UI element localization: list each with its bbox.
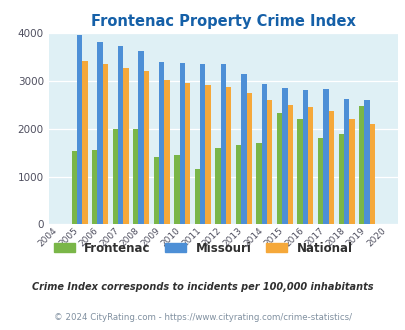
Bar: [194, 169, 200, 224]
Bar: [235, 145, 241, 224]
Title: Frontenac Property Crime Index: Frontenac Property Crime Index: [91, 14, 355, 29]
Bar: [117, 47, 123, 224]
Bar: [184, 83, 190, 224]
Bar: [215, 148, 220, 224]
Bar: [112, 129, 117, 224]
Bar: [174, 154, 179, 224]
Bar: [369, 124, 374, 224]
Bar: [276, 113, 281, 224]
Bar: [287, 105, 292, 224]
Bar: [133, 129, 138, 224]
Bar: [153, 157, 159, 224]
Text: © 2024 CityRating.com - https://www.cityrating.com/crime-statistics/: © 2024 CityRating.com - https://www.city…: [54, 313, 351, 322]
Bar: [358, 106, 364, 224]
Bar: [343, 99, 348, 224]
Bar: [261, 84, 266, 224]
Bar: [179, 63, 184, 224]
Bar: [138, 51, 143, 224]
Bar: [328, 112, 333, 224]
Bar: [159, 62, 164, 224]
Bar: [307, 107, 313, 224]
Bar: [77, 35, 82, 224]
Bar: [302, 90, 307, 224]
Bar: [281, 87, 287, 224]
Bar: [266, 100, 272, 224]
Bar: [205, 85, 210, 224]
Bar: [71, 151, 77, 224]
Text: Crime Index corresponds to incidents per 100,000 inhabitants: Crime Index corresponds to incidents per…: [32, 282, 373, 292]
Bar: [297, 119, 302, 224]
Legend: Frontenac, Missouri, National: Frontenac, Missouri, National: [49, 237, 356, 259]
Bar: [97, 42, 102, 224]
Bar: [338, 134, 343, 224]
Bar: [200, 64, 205, 224]
Bar: [348, 119, 354, 224]
Bar: [82, 61, 87, 224]
Bar: [256, 143, 261, 224]
Bar: [123, 68, 128, 224]
Bar: [364, 100, 369, 224]
Bar: [226, 87, 231, 224]
Bar: [220, 64, 226, 224]
Bar: [164, 80, 169, 224]
Bar: [246, 93, 251, 224]
Bar: [317, 138, 322, 224]
Bar: [92, 150, 97, 224]
Bar: [143, 71, 149, 224]
Bar: [241, 74, 246, 224]
Bar: [322, 89, 328, 224]
Bar: [102, 64, 108, 224]
